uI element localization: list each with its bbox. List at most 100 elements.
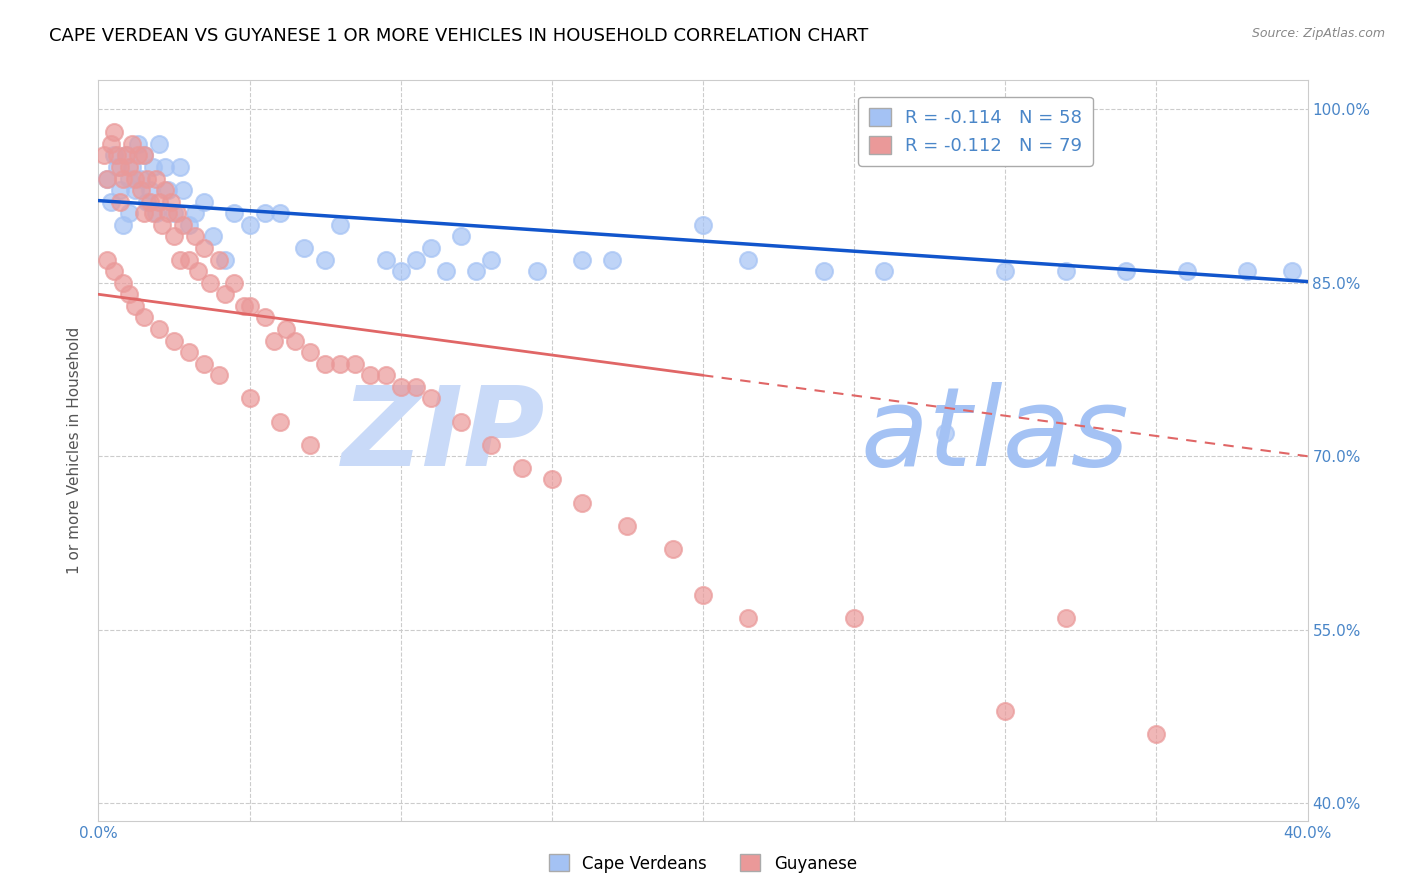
Point [1054,611,1077,625]
Point [118,287,141,301]
Point [314,252,336,267]
Point [179,218,201,232]
Point [214,252,236,267]
Point [124,183,146,197]
Point [114,148,136,162]
Point [737,611,759,625]
Point [616,518,638,533]
Point [214,287,236,301]
Point [105,148,128,162]
Point [692,218,714,232]
Point [153,183,176,197]
Point [121,136,143,151]
Point [994,704,1017,718]
Point [111,218,134,232]
Point [224,276,246,290]
Point [124,299,146,313]
Point [103,264,125,278]
Point [118,171,141,186]
Point [200,276,222,290]
Point [96,171,118,186]
Point [1144,727,1167,741]
Point [284,334,307,348]
Point [118,206,141,220]
Point [132,148,155,162]
Point [263,334,285,348]
Point [108,160,131,174]
Point [179,252,201,267]
Point [813,264,835,278]
Point [172,183,194,197]
Point [108,183,131,197]
Point [374,368,396,383]
Point [239,299,262,313]
Y-axis label: 1 or more Vehicles in Household: 1 or more Vehicles in Household [67,326,83,574]
Text: Source: ZipAtlas.com: Source: ZipAtlas.com [1251,27,1385,40]
Point [299,345,322,359]
Point [114,148,136,162]
Point [108,194,131,209]
Point [465,264,488,278]
Point [163,334,186,348]
Point [132,148,155,162]
Point [105,160,128,174]
Point [540,472,562,486]
Text: ZIP: ZIP [342,382,546,489]
Point [111,171,134,186]
Point [193,194,215,209]
Point [253,206,276,220]
Point [172,218,194,232]
Point [121,160,143,174]
Text: atlas: atlas [860,382,1129,489]
Point [329,218,352,232]
Point [420,392,443,406]
Point [232,299,254,313]
Point [224,206,246,220]
Point [148,194,170,209]
Point [692,588,714,602]
Point [314,357,336,371]
Point [142,160,165,174]
Point [139,183,162,197]
Point [169,160,191,174]
Point [132,206,155,220]
Point [420,241,443,255]
Point [1115,264,1137,278]
Point [239,218,262,232]
Point [1175,264,1198,278]
Point [124,171,146,186]
Point [202,229,225,244]
Point [208,252,231,267]
Point [163,229,186,244]
Point [129,183,152,197]
Point [193,241,215,255]
Point [96,171,118,186]
Point [184,229,207,244]
Point [405,380,427,394]
Text: CAPE VERDEAN VS GUYANESE 1 OR MORE VEHICLES IN HOUSEHOLD CORRELATION CHART: CAPE VERDEAN VS GUYANESE 1 OR MORE VEHIC… [49,27,869,45]
Point [374,252,396,267]
Point [844,611,866,625]
Point [571,495,593,509]
Point [132,310,155,325]
Point [571,252,593,267]
Point [602,252,624,267]
Point [994,264,1017,278]
Point [208,368,231,383]
Point [389,380,412,394]
Legend: R = -0.114   N = 58, R = -0.112   N = 79: R = -0.114 N = 58, R = -0.112 N = 79 [858,96,1092,166]
Point [187,264,209,278]
Point [299,438,322,452]
Point [135,194,157,209]
Point [193,357,215,371]
Point [156,206,179,220]
Point [145,171,167,186]
Point [139,194,162,209]
Point [239,392,262,406]
Point [344,357,367,371]
Point [184,206,207,220]
Point [510,460,533,475]
Point [661,541,683,556]
Point [1281,264,1303,278]
Point [269,206,291,220]
